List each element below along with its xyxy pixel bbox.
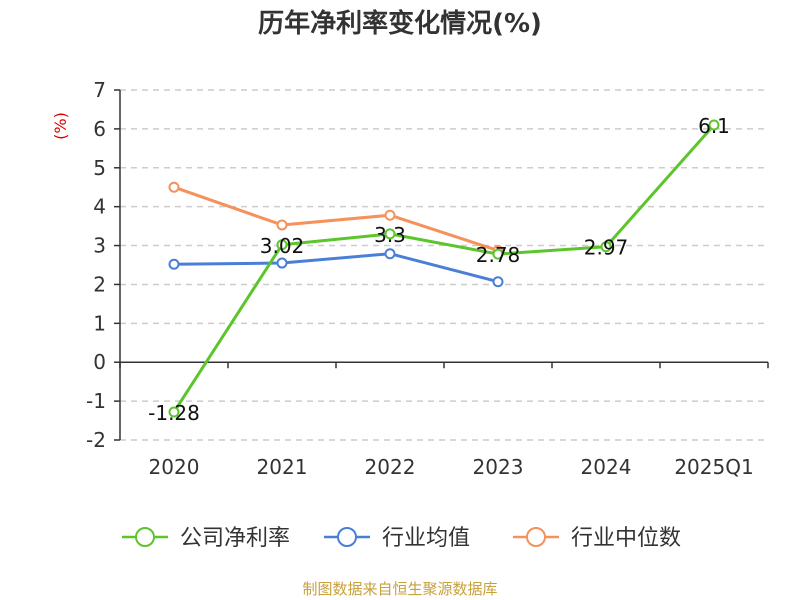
y-tick-label: 4: [93, 195, 106, 219]
legend: 公司净利率 行业均值 行业中位数: [122, 526, 681, 551]
legend-item: 行业均值: [324, 526, 470, 551]
data-label: 2.97: [584, 236, 629, 260]
x-tick-labels: 2020 2021 2022 2023 2024 2025Q1: [149, 455, 754, 479]
y-tick-label: 6: [93, 117, 106, 141]
data-label: 3.02: [260, 234, 305, 258]
data-label: -1.28: [148, 401, 200, 425]
data-labels: -1.28 3.02 3.3 2.78 2.97 6.1: [148, 114, 730, 425]
series-line: [172, 124, 716, 413]
data-point: [168, 181, 180, 193]
y-tick-label: -1: [86, 389, 106, 413]
y-tick-label: -2: [86, 428, 106, 452]
legend-label: 行业均值: [382, 526, 470, 551]
data-point: [600, 241, 612, 253]
grid-lines: [120, 89, 768, 441]
data-point: [384, 248, 396, 260]
legend-marker: [337, 527, 357, 547]
y-tick-label: 1: [93, 311, 106, 335]
series-line: [173, 252, 499, 284]
data-label: 3.3: [374, 223, 406, 247]
data-point: [708, 119, 720, 131]
axes: [114, 89, 769, 441]
data-point: [276, 239, 288, 251]
x-tick-label: 2024: [581, 455, 632, 479]
source-note: 制图数据来自恒生聚源数据库: [302, 580, 497, 598]
data-point: [276, 257, 288, 269]
chart-title: 历年净利率变化情况(%): [258, 8, 542, 39]
legend-marker: [526, 527, 546, 547]
data-point: [384, 228, 396, 240]
data-label: 2.78: [476, 243, 521, 267]
data-point: [492, 248, 504, 260]
x-tick-label: 2021: [257, 455, 308, 479]
legend-label: 行业中位数: [571, 526, 681, 551]
legend-item: 行业中位数: [513, 526, 681, 551]
data-point: [492, 276, 504, 288]
y-tick-label: 2: [93, 272, 106, 296]
data-point: [168, 258, 180, 270]
series-line: [173, 185, 499, 253]
x-tick-label: 2025Q1: [674, 455, 753, 479]
series-lines: [168, 119, 720, 418]
y-tick-label: 0: [93, 350, 106, 374]
x-tick-label: 2023: [473, 455, 524, 479]
x-tick-label: 2022: [365, 455, 416, 479]
data-point: [168, 406, 180, 418]
series-1: [168, 248, 504, 288]
legend-marker: [135, 527, 155, 547]
y-tick-label: 3: [93, 234, 106, 258]
data-label: 6.1: [698, 114, 730, 138]
y-tick-labels: -2 -1 0 1 2 3 4 5 6 7: [86, 78, 106, 452]
y-tick-label: 7: [93, 78, 106, 102]
data-point: [276, 219, 288, 231]
y-tick-label: 5: [93, 156, 106, 180]
legend-item: 公司净利率: [122, 526, 290, 551]
x-tick-label: 2020: [149, 455, 200, 479]
data-point: [384, 209, 396, 221]
legend-label: 公司净利率: [180, 526, 290, 551]
series-0: [168, 119, 720, 418]
y-axis-unit: (%): [51, 112, 70, 140]
